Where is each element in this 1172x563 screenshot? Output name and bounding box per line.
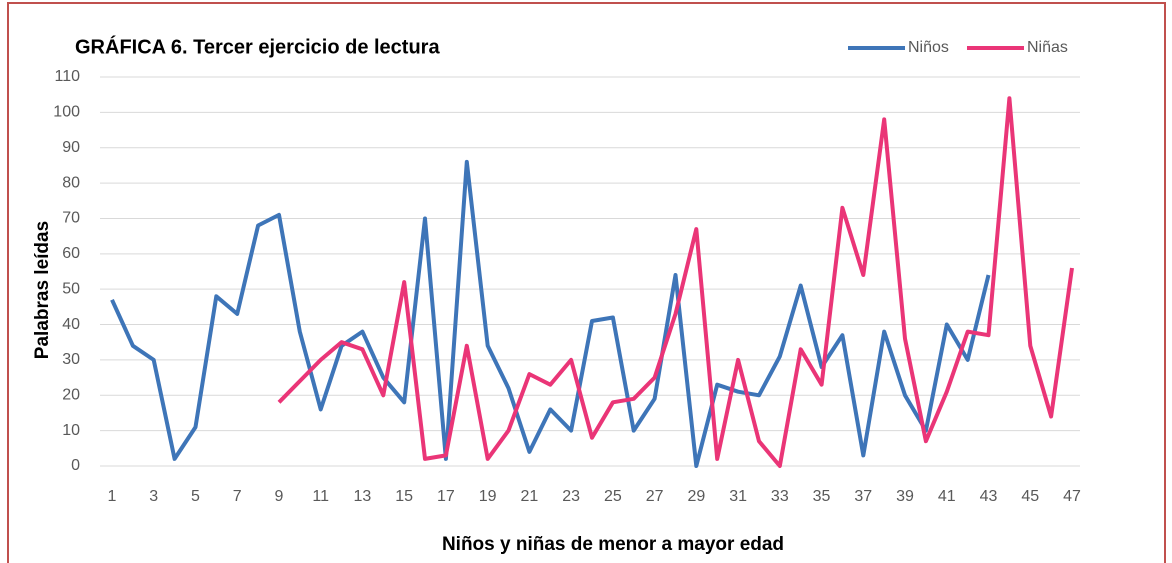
y-tick-label: 110 xyxy=(54,68,80,85)
x-tick-label: 23 xyxy=(562,488,580,505)
y-axis-title: Palabras leídas xyxy=(32,221,53,359)
frame xyxy=(7,2,1166,563)
x-tick-label: 7 xyxy=(233,488,242,505)
x-tick-label: 31 xyxy=(729,488,747,505)
x-tick-label: 41 xyxy=(938,488,956,505)
x-tick-label: 27 xyxy=(646,488,664,505)
x-tick-label: 17 xyxy=(437,488,455,505)
x-tick-label: 15 xyxy=(395,488,413,505)
x-tick-label: 43 xyxy=(980,488,998,505)
x-tick-label: 37 xyxy=(854,488,872,505)
y-tick-label: 40 xyxy=(62,316,80,333)
legend-label: Niños xyxy=(908,39,949,56)
y-tick-label: 30 xyxy=(62,351,80,368)
x-tick-label: 9 xyxy=(275,488,284,505)
x-tick-label: 21 xyxy=(520,488,538,505)
x-axis-title: Niños y niñas de menor a mayor edad xyxy=(442,534,784,555)
x-tick-label: 3 xyxy=(149,488,158,505)
x-tick-label: 47 xyxy=(1063,488,1081,505)
x-tick-label: 39 xyxy=(896,488,914,505)
y-tick-label: 50 xyxy=(62,280,80,297)
x-tick-label: 11 xyxy=(312,488,329,505)
legend-label: Niñas xyxy=(1027,39,1068,56)
y-tick-label: 60 xyxy=(62,245,80,262)
x-tick-label: 5 xyxy=(191,488,200,505)
series-line xyxy=(110,159,991,468)
x-tick-label: 25 xyxy=(604,488,622,505)
x-tick-label: 29 xyxy=(687,488,705,505)
y-tick-label: 80 xyxy=(62,174,80,191)
x-tick-label: 33 xyxy=(771,488,789,505)
x-tick-label: 19 xyxy=(479,488,497,505)
x-tick-label: 45 xyxy=(1021,488,1039,505)
series-line xyxy=(277,96,1074,468)
y-tick-label: 90 xyxy=(62,139,80,156)
y-tick-label: 10 xyxy=(62,422,80,439)
y-tick-label: 0 xyxy=(71,457,80,474)
y-tick-label: 70 xyxy=(62,210,80,227)
x-tick-label: 13 xyxy=(354,488,372,505)
x-tick-label: 1 xyxy=(108,488,117,505)
chart-title: GRÁFICA 6. Tercer ejercicio de lectura xyxy=(75,35,440,58)
y-tick-label: 100 xyxy=(53,104,80,121)
y-tick-label: 20 xyxy=(62,386,80,403)
x-tick-label: 35 xyxy=(813,488,831,505)
